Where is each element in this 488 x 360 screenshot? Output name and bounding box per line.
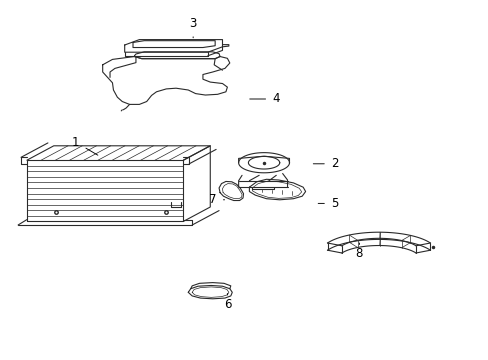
Text: 6: 6	[223, 293, 231, 311]
Text: 7: 7	[208, 193, 224, 206]
Text: 1: 1	[72, 136, 98, 155]
Text: 2: 2	[313, 157, 338, 170]
Text: 4: 4	[249, 93, 280, 105]
Text: 5: 5	[318, 197, 338, 210]
Text: 3: 3	[189, 17, 197, 38]
Text: 8: 8	[355, 243, 363, 260]
